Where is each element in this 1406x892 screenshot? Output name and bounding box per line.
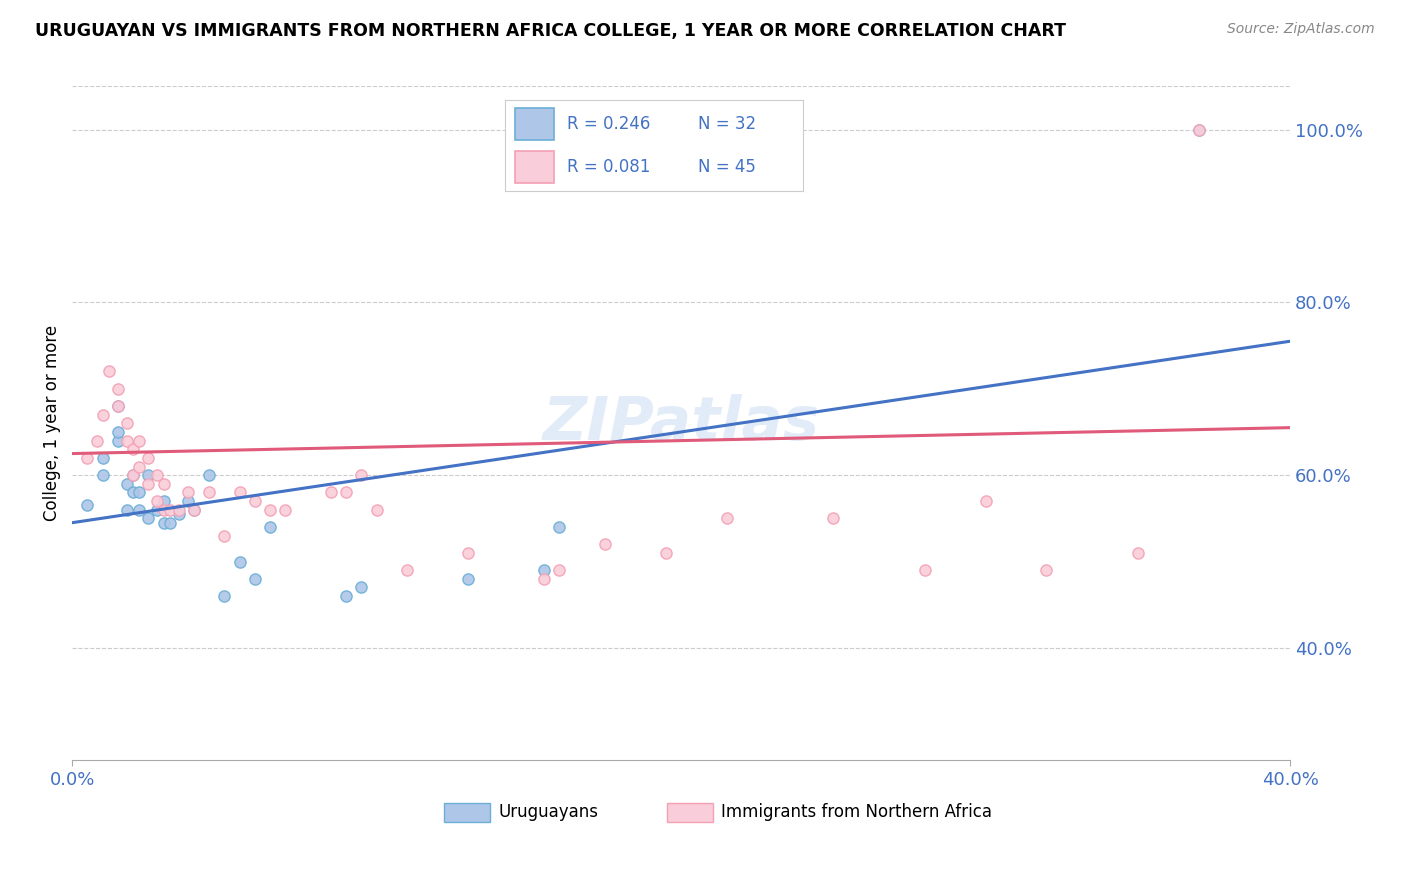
Point xyxy=(214,529,236,543)
Point xyxy=(107,434,129,448)
Point xyxy=(350,468,373,483)
Point xyxy=(198,468,221,483)
Point xyxy=(914,563,936,577)
Point xyxy=(243,572,266,586)
Point xyxy=(177,494,200,508)
Point xyxy=(167,502,190,516)
Point xyxy=(138,468,160,483)
Point xyxy=(152,516,174,530)
Point xyxy=(243,494,266,508)
Point xyxy=(457,546,479,560)
Point xyxy=(91,408,114,422)
Point xyxy=(228,555,250,569)
Point xyxy=(122,468,145,483)
Point xyxy=(107,425,129,439)
Point xyxy=(366,502,388,516)
Point xyxy=(138,511,160,525)
Point xyxy=(319,485,342,500)
Point xyxy=(1188,122,1211,136)
Point xyxy=(593,537,616,551)
Point xyxy=(97,364,120,378)
Point xyxy=(335,485,357,500)
Point xyxy=(128,459,150,474)
Point xyxy=(159,516,181,530)
Point xyxy=(152,502,174,516)
Point xyxy=(122,485,145,500)
Point xyxy=(138,476,160,491)
Point xyxy=(115,476,138,491)
Point xyxy=(1126,546,1149,560)
Point xyxy=(183,502,205,516)
Point xyxy=(122,442,145,457)
Point xyxy=(91,450,114,465)
Point xyxy=(138,450,160,465)
Point xyxy=(548,520,571,534)
FancyBboxPatch shape xyxy=(666,804,713,822)
Point xyxy=(128,502,150,516)
Point xyxy=(76,499,98,513)
Point xyxy=(167,507,190,521)
Point xyxy=(274,502,297,516)
Point xyxy=(152,494,174,508)
Point xyxy=(823,511,845,525)
Point xyxy=(146,502,169,516)
Text: Uruguayans: Uruguayans xyxy=(499,803,599,821)
Point xyxy=(457,572,479,586)
Point xyxy=(107,399,129,413)
Point xyxy=(76,450,98,465)
FancyBboxPatch shape xyxy=(444,804,489,822)
Point xyxy=(974,494,997,508)
Point xyxy=(259,502,281,516)
Point xyxy=(146,494,169,508)
Point xyxy=(152,476,174,491)
Point xyxy=(198,485,221,500)
Point xyxy=(115,434,138,448)
Point xyxy=(655,546,678,560)
Y-axis label: College, 1 year or more: College, 1 year or more xyxy=(44,326,60,522)
Point xyxy=(128,485,150,500)
Point xyxy=(183,502,205,516)
Point xyxy=(533,572,555,586)
Point xyxy=(1035,563,1057,577)
Point xyxy=(214,589,236,603)
Point xyxy=(122,468,145,483)
Point xyxy=(128,434,150,448)
Point xyxy=(115,417,138,431)
Point xyxy=(107,382,129,396)
Text: URUGUAYAN VS IMMIGRANTS FROM NORTHERN AFRICA COLLEGE, 1 YEAR OR MORE CORRELATION: URUGUAYAN VS IMMIGRANTS FROM NORTHERN AF… xyxy=(35,22,1066,40)
Point xyxy=(335,589,357,603)
Point xyxy=(159,502,181,516)
Point xyxy=(1188,122,1211,136)
Point xyxy=(177,485,200,500)
Point xyxy=(228,485,250,500)
Point xyxy=(350,581,373,595)
Point xyxy=(259,520,281,534)
Point xyxy=(107,399,129,413)
Point xyxy=(86,434,108,448)
Point xyxy=(91,468,114,483)
Point xyxy=(396,563,419,577)
Text: Immigrants from Northern Africa: Immigrants from Northern Africa xyxy=(721,803,993,821)
Text: ZIPatlas: ZIPatlas xyxy=(543,394,820,453)
Text: Source: ZipAtlas.com: Source: ZipAtlas.com xyxy=(1227,22,1375,37)
Point xyxy=(115,502,138,516)
Point xyxy=(533,563,555,577)
Point xyxy=(548,563,571,577)
Point xyxy=(146,468,169,483)
Point xyxy=(716,511,738,525)
